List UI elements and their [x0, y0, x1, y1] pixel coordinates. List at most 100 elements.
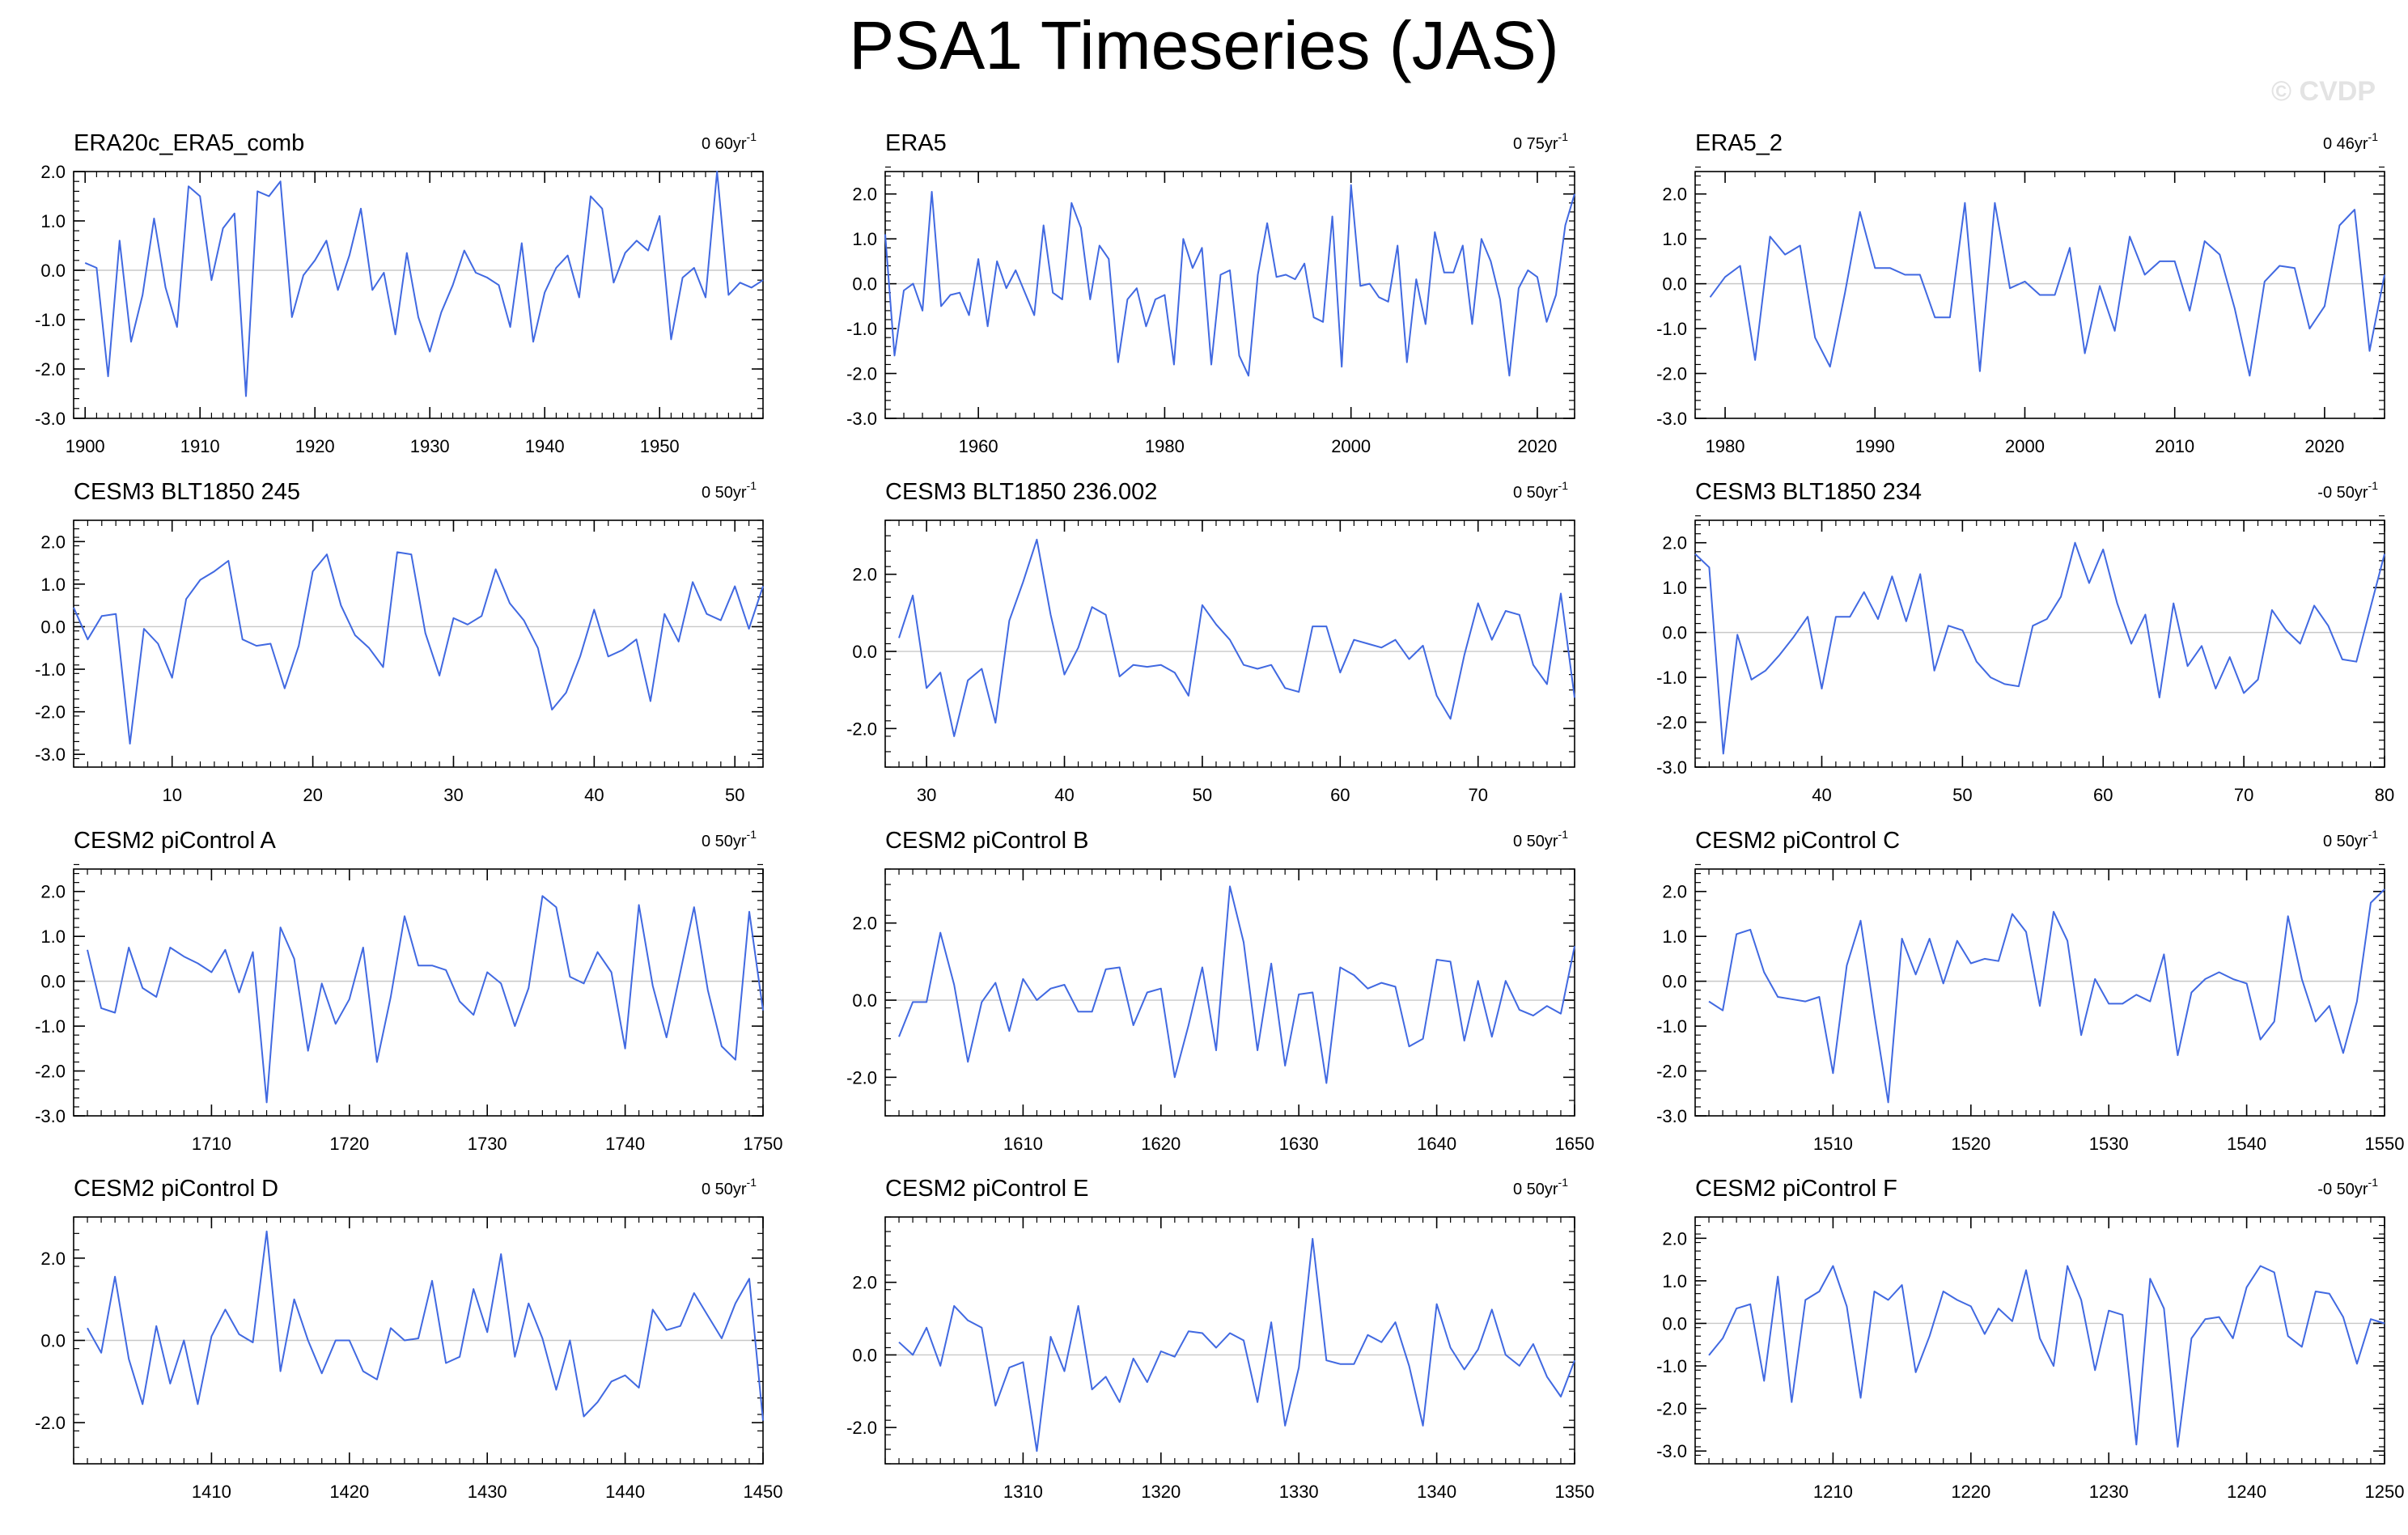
x-tick-label: 1650	[1555, 1134, 1595, 1154]
x-tick-label: 1550	[2365, 1134, 2405, 1154]
y-tick-label: 1.0	[1662, 927, 1687, 947]
y-tick-label: 0.0	[1662, 1313, 1687, 1334]
panel-title: CESM2 piControl D	[74, 1176, 278, 1202]
y-tick-label: -2.0	[1656, 1399, 1687, 1419]
series-line	[87, 895, 764, 1104]
y-tick-label: 1.0	[1662, 1271, 1687, 1291]
y-tick-label: -1.0	[35, 1016, 66, 1037]
y-tick-label: 2.0	[40, 162, 66, 182]
x-tick-label: 1910	[180, 436, 220, 456]
x-tick-label: 1730	[468, 1134, 507, 1154]
y-tick-label: -2.0	[1656, 1062, 1687, 1082]
y-tick-label: 1.0	[40, 575, 66, 595]
series-line	[884, 184, 1575, 377]
figure-title: PSA1 Timeseries (JAS)	[849, 7, 1559, 83]
y-tick-label: -3.0	[35, 1106, 66, 1126]
trend-value: 0 50yr	[702, 1181, 747, 1198]
y-tick-label: -2.0	[1656, 713, 1687, 733]
trend-exponent: -1	[747, 130, 757, 143]
series-line	[87, 1230, 764, 1421]
x-tick-label: 1250	[2365, 1482, 2405, 1502]
y-tick-label: -2.0	[846, 1067, 877, 1088]
y-tick-label: -3.0	[1656, 1106, 1687, 1126]
panel-7: -3.0 -2.0 -1.0 0.0 1.0 2.0 1710 1720 1730 1740 175…	[35, 828, 782, 1154]
y-tick-label: -3.0	[35, 409, 66, 429]
x-tick-label: 50	[725, 785, 744, 805]
y-tick-label: 2.0	[1662, 533, 1687, 553]
plot-frame	[73, 868, 764, 1117]
series-line	[898, 538, 1575, 737]
trend-exponent: -1	[2368, 130, 2379, 143]
plot-frame	[73, 519, 764, 768]
trend-label: -0 50yr-1	[2317, 1176, 2378, 1198]
x-tick-label: 1900	[66, 436, 105, 456]
panel-12: -3.0 -2.0 -1.0 0.0 1.0 2.0 1210 1220 1230 1240 125…	[1656, 1176, 2404, 1502]
y-tick-label: -2.0	[846, 719, 877, 739]
x-tick-label: 1960	[959, 436, 998, 456]
y-tick-label: 2.0	[852, 914, 877, 934]
plot-frame	[1694, 868, 2385, 1117]
x-tick-label: 50	[1193, 785, 1212, 805]
trend-exponent: -1	[2368, 1176, 2379, 1189]
trend-value: 0 50yr	[2323, 833, 2368, 850]
trend-value: 0 46yr	[2323, 135, 2368, 153]
x-tick-label: 2010	[2155, 436, 2194, 456]
y-tick-label: -2.0	[35, 1062, 66, 1082]
y-tick-label: 0.0	[852, 274, 877, 295]
x-tick-label: 1440	[605, 1482, 645, 1502]
series-line	[1708, 1265, 2385, 1448]
x-tick-label: 1750	[744, 1134, 783, 1154]
y-tick-label: -3.0	[1656, 409, 1687, 429]
y-tick-label: 0.0	[40, 261, 66, 281]
y-tick-label: 0.0	[40, 617, 66, 637]
series-line	[898, 885, 1575, 1084]
y-tick-label: 1.0	[1662, 578, 1687, 598]
y-tick-label: -3.0	[1656, 1441, 1687, 1461]
panel-10: -2.0 0.0 2.0 1410 1420 1430 1440 1450 CESM2 piCo…	[35, 1176, 782, 1502]
trend-label: 0 50yr-1	[1513, 479, 1568, 502]
y-tick-label: 1.0	[852, 229, 877, 249]
x-tick-label: 1320	[1141, 1482, 1181, 1502]
x-tick-label: 1430	[468, 1482, 507, 1502]
x-tick-label: 1930	[410, 436, 450, 456]
panel-5: -2.0 0.0 2.0 30 40 50 60 70 CESM3 BLT1850 236.00…	[846, 479, 1575, 805]
panel-title: ERA5	[885, 130, 947, 156]
panel-title: CESM2 piControl A	[74, 828, 276, 854]
trend-exponent: -1	[1558, 130, 1569, 143]
plot-frame	[1694, 171, 2385, 419]
x-tick-label: 1330	[1279, 1482, 1319, 1502]
x-tick-label: 1980	[1706, 436, 1745, 456]
x-tick-label: 40	[584, 785, 604, 805]
trend-label: -0 50yr-1	[2317, 479, 2378, 502]
y-tick-label: 2.0	[1662, 184, 1687, 205]
trend-label: 0 50yr-1	[1513, 1176, 1568, 1198]
y-tick-label: 0.0	[852, 990, 877, 1011]
panel-title: CESM3 BLT1850 245	[74, 479, 300, 505]
x-tick-label: 1530	[2089, 1134, 2129, 1154]
y-tick-label: -3.0	[35, 744, 66, 765]
series-line	[1709, 201, 2385, 377]
x-tick-label: 1540	[2227, 1134, 2266, 1154]
panel-title: ERA20c_ERA5_comb	[74, 130, 304, 156]
panel-title: ERA5_2	[1695, 130, 1783, 156]
x-tick-label: 1990	[1855, 436, 1895, 456]
x-tick-label: 1980	[1145, 436, 1185, 456]
x-tick-label: 40	[1054, 785, 1074, 805]
y-tick-label: 0.0	[1662, 972, 1687, 992]
y-tick-label: -2.0	[1656, 364, 1687, 384]
panel-9: -3.0 -2.0 -1.0 0.0 1.0 2.0 1510 1520 1530 1540 155…	[1656, 828, 2404, 1154]
trend-label: 0 50yr-1	[1513, 828, 1568, 850]
panel-title: CESM2 piControl F	[1695, 1176, 1897, 1202]
x-tick-label: 30	[443, 785, 463, 805]
trend-label: 0 50yr-1	[702, 828, 757, 850]
plot-frame	[884, 519, 1575, 768]
trend-exponent: -1	[1558, 1176, 1569, 1189]
y-tick-label: -2.0	[35, 702, 66, 723]
panel-8: -2.0 0.0 2.0 1610 1620 1630 1640 1650 CESM2 piCo…	[846, 828, 1594, 1154]
panel-6: -3.0 -2.0 -1.0 0.0 1.0 2.0 40 50 60 70 80 CESM3 BLT…	[1656, 479, 2394, 805]
plot-frame	[884, 1216, 1575, 1465]
x-tick-label: 1950	[640, 436, 680, 456]
y-tick-label: -3.0	[1656, 757, 1687, 778]
trend-exponent: -1	[2368, 828, 2379, 841]
trend-label: 0 60yr-1	[702, 130, 757, 153]
